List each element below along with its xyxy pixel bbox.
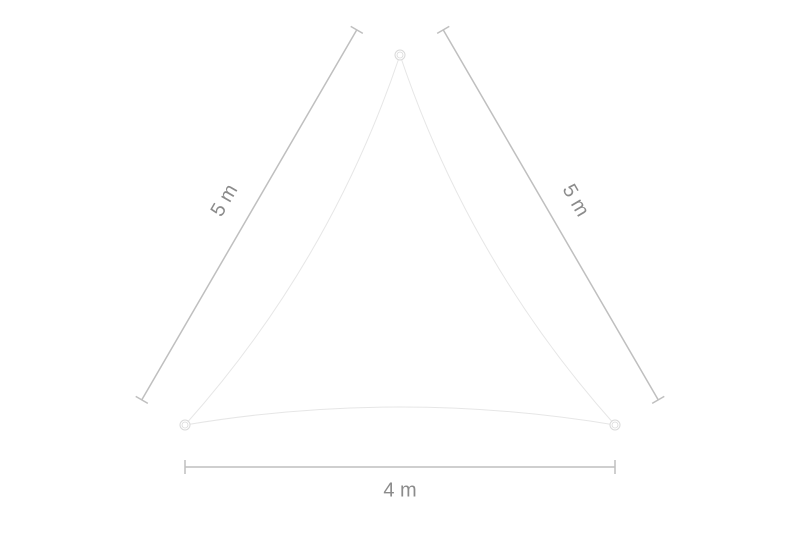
bottom-left-ring	[180, 420, 190, 430]
dim-bottom-label: 4 m	[383, 479, 416, 501]
bottom-right-ring	[610, 420, 620, 430]
apex-ring	[395, 50, 405, 60]
